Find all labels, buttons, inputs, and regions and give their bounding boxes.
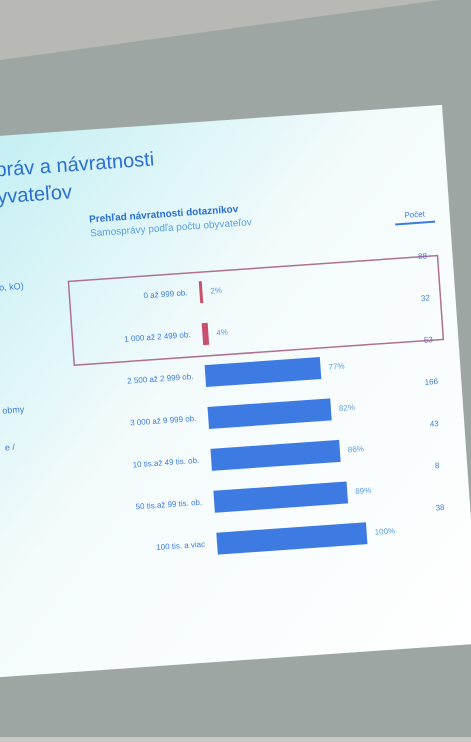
count: 32 bbox=[421, 293, 431, 303]
value-label: 86% bbox=[348, 444, 365, 454]
count-header: Počet bbox=[404, 209, 426, 219]
count: 88 bbox=[418, 251, 428, 261]
value-label: 4% bbox=[216, 328, 228, 338]
side-text: e / bbox=[5, 442, 16, 453]
count: 38 bbox=[435, 503, 445, 513]
count: 166 bbox=[424, 377, 438, 387]
value-label: 82% bbox=[339, 403, 356, 413]
value-label: 2% bbox=[210, 286, 222, 296]
slide: práv a návratnosti yvateľov Prehľad návr… bbox=[0, 105, 471, 678]
count: 43 bbox=[429, 419, 439, 429]
value-label: 89% bbox=[355, 486, 372, 496]
value-label: 100% bbox=[374, 526, 395, 536]
count: 53 bbox=[424, 335, 434, 345]
photo: práv a návratnosti yvateľov Prehľad návr… bbox=[0, 0, 471, 737]
page: práv a návratnosti yvateľov Prehľad návr… bbox=[0, 0, 471, 737]
side-text: obmy bbox=[2, 404, 25, 416]
value-label: 77% bbox=[328, 361, 345, 371]
